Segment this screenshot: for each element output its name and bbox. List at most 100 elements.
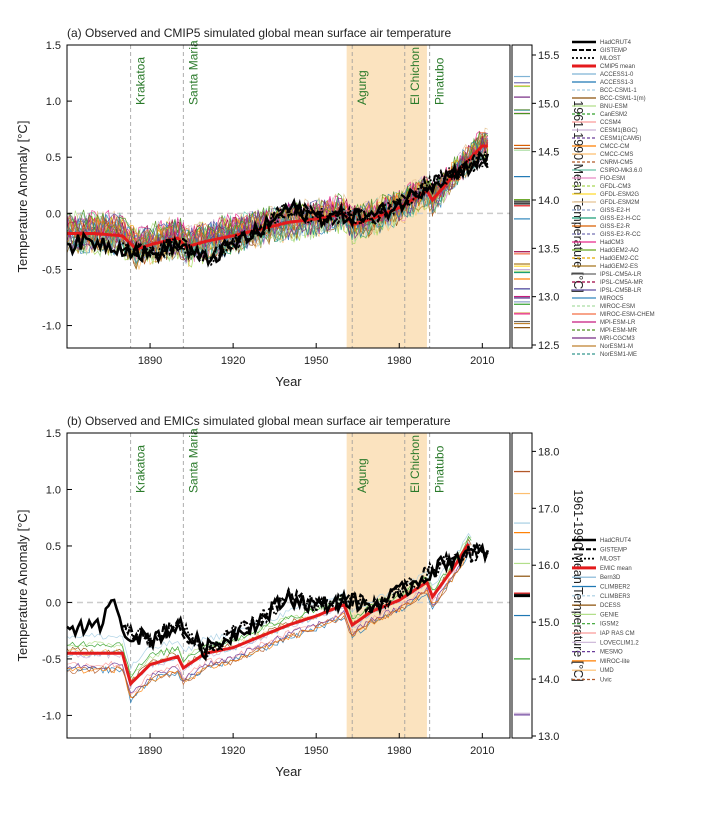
volcano-label: Agung bbox=[355, 70, 369, 105]
volcano-label: Santa Maria bbox=[186, 428, 200, 493]
x-axis-label: Year bbox=[275, 764, 302, 779]
legend-label: GISS-E2-H-CC bbox=[600, 216, 641, 222]
y2-tick-label: 17.0 bbox=[538, 503, 559, 515]
legend-label: HadCM3 bbox=[600, 240, 624, 246]
legend-label: GISS-E2-R-CC bbox=[600, 232, 641, 238]
abs-temp-strip bbox=[511, 432, 533, 739]
plot-frame bbox=[66, 432, 511, 739]
y2-tick-label: 15.0 bbox=[538, 617, 559, 629]
legend-label: IGSM2 bbox=[600, 622, 619, 628]
legend-label: CMCC-CM bbox=[600, 144, 629, 150]
panel-title: (b) Observed and EMICs simulated global … bbox=[67, 414, 451, 428]
legend-label: CSIRO-Mk3.6.0 bbox=[600, 168, 643, 174]
legend-label: ACCESS1-0 bbox=[600, 72, 634, 78]
legend-label: MLOST bbox=[600, 56, 621, 62]
legend-label: MESMO bbox=[600, 650, 623, 656]
volcano-label: Krakatoa bbox=[134, 57, 148, 105]
legend-label: HadGEM2-CC bbox=[600, 256, 639, 262]
y-tick-label: 0.5 bbox=[46, 152, 61, 164]
observed-series-line bbox=[121, 151, 489, 267]
abs-temp-strip bbox=[511, 44, 533, 349]
legend-label: HadCRUT4 bbox=[600, 40, 632, 46]
legend-label: MLOST bbox=[600, 557, 621, 563]
x-tick-label: 1980 bbox=[387, 355, 411, 367]
legend-label: CNRM-CM5 bbox=[600, 160, 633, 166]
observed-series-line bbox=[121, 543, 489, 660]
legend-label: CMCC-CMS bbox=[600, 152, 633, 158]
y-tick-label: 0.5 bbox=[46, 541, 61, 553]
y-tick-label: -0.5 bbox=[42, 654, 61, 666]
legend-label: IPSL-CM5A-MR bbox=[600, 280, 644, 286]
legend-label: GENIE bbox=[600, 612, 619, 618]
y2-tick-label: 12.5 bbox=[538, 340, 559, 352]
legend-label: CCSM4 bbox=[600, 120, 622, 126]
legend-label: IAP RAS CM bbox=[600, 631, 635, 637]
x-tick-label: 1980 bbox=[387, 745, 411, 757]
legend-label: GFDL-ESM2G bbox=[600, 192, 639, 198]
x-tick-label: 1890 bbox=[138, 745, 162, 757]
panel-title: (a) Observed and CMIP5 simulated global … bbox=[67, 26, 452, 40]
y-tick-label: -1.0 bbox=[42, 710, 61, 722]
model-mean-line bbox=[67, 542, 470, 687]
legend-label: IPSL-CM5B-LR bbox=[600, 288, 642, 294]
y-tick-label: 1.0 bbox=[46, 484, 61, 496]
y-tick-label: 1.5 bbox=[46, 428, 61, 440]
model-series-line bbox=[66, 131, 489, 250]
legend-label: GFDL-CM3 bbox=[600, 184, 631, 190]
legend-label: GISS-E2-R bbox=[600, 224, 631, 230]
y-axis-label: Temperature Anomaly [°C] bbox=[15, 510, 30, 662]
model-series-line bbox=[66, 548, 472, 696]
x-tick-label: 2010 bbox=[470, 355, 494, 367]
observed-series-line bbox=[121, 154, 489, 268]
y2-axis-label: 1961-1990 Mean Temperature [°C] bbox=[571, 100, 585, 292]
legend-label: UMD bbox=[600, 668, 614, 674]
x-tick-label: 1920 bbox=[221, 745, 245, 757]
y-tick-label: -1.0 bbox=[42, 321, 61, 333]
y2-tick-label: 13.5 bbox=[538, 243, 559, 255]
y-tick-label: 1.5 bbox=[46, 40, 61, 52]
legend-label: CESM1(CAM5) bbox=[600, 136, 641, 142]
y2-tick-label: 16.0 bbox=[538, 560, 559, 572]
legend-label: ACCESS1-3 bbox=[600, 80, 634, 86]
legend-label: HadGEM2-AO bbox=[600, 248, 639, 254]
y-tick-label: 0.0 bbox=[46, 208, 61, 220]
volcano-label: El Chichon bbox=[408, 47, 422, 105]
legend-label: GFDL-ESM2M bbox=[600, 200, 639, 206]
model-series-line bbox=[66, 535, 472, 679]
legend-label: Bern3D bbox=[600, 575, 621, 581]
y2-tick-label: 15.0 bbox=[538, 98, 559, 110]
legend-label: IPSL-CM5A-LR bbox=[600, 272, 642, 278]
y-axis-label: Temperature Anomaly [°C] bbox=[15, 121, 30, 273]
panel-a: (a) Observed and CMIP5 simulated global … bbox=[15, 26, 655, 389]
legend-label: GISTEMP bbox=[600, 547, 627, 553]
y-tick-label: -0.5 bbox=[42, 264, 61, 276]
legend-label: DCESS bbox=[600, 603, 621, 609]
y2-tick-label: 18.0 bbox=[538, 446, 559, 458]
x-tick-label: 2010 bbox=[470, 745, 494, 757]
legend-label: CMIP5 mean bbox=[600, 64, 635, 70]
x-tick-label: 1920 bbox=[221, 355, 245, 367]
panel-b: (b) Observed and EMICs simulated global … bbox=[15, 414, 639, 779]
legend-label: BCC-CSM1-1(m) bbox=[600, 96, 646, 102]
legend-label: CLIMBER2 bbox=[600, 585, 631, 591]
y2-tick-label: 14.0 bbox=[538, 195, 559, 207]
legend-label: MIROC5 bbox=[600, 296, 624, 302]
legend-label: NorESM1-ME bbox=[600, 352, 637, 358]
legend: HadCRUT4 GISTEMP MLOST EMIC mean Bern3D CLIMB… bbox=[572, 538, 639, 684]
volcano-label: Agung bbox=[355, 458, 369, 493]
model-series-line bbox=[66, 133, 489, 250]
legend-label: LOVECLIM1.2 bbox=[600, 640, 639, 646]
y2-tick-label: 15.5 bbox=[538, 50, 559, 62]
x-tick-label: 1890 bbox=[138, 355, 162, 367]
plot-frame bbox=[66, 44, 511, 349]
y2-tick-label: 14.0 bbox=[538, 674, 559, 686]
legend-label: CESM1(BGC) bbox=[600, 128, 638, 134]
legend-label: MIROC-ESM-CHEM bbox=[600, 312, 655, 318]
legend-label: Uvic bbox=[600, 678, 612, 684]
y2-tick-label: 13.0 bbox=[538, 292, 559, 304]
legend: HadCRUT4 GISTEMP MLOST CMIP5 mean ACCESS1-0 A… bbox=[572, 40, 655, 358]
legend-label: MIROC-lite bbox=[600, 659, 630, 665]
legend-label: MRI-CGCM3 bbox=[600, 336, 635, 342]
volcano-label: El Chichon bbox=[408, 435, 422, 493]
